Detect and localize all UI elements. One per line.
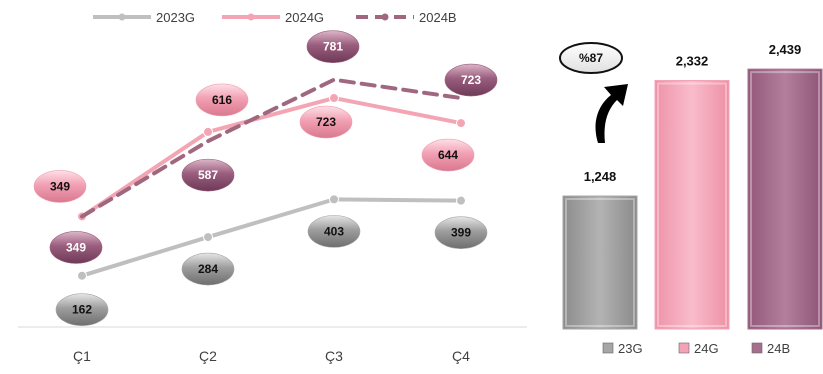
bar-legend-swatch-24G: [678, 342, 690, 354]
bar-value-24G: 2,332: [676, 54, 709, 69]
data-label-2024B-Ç3: 781: [323, 40, 343, 54]
legend-label-2024B: 2024B: [419, 10, 457, 25]
data-label-bubble: [307, 215, 361, 248]
curved-arrow-icon: [595, 84, 628, 143]
data-label-2024G-Ç2: 616: [212, 93, 232, 107]
data-label-bubble: [181, 158, 235, 192]
bar-legend-label-24G: 24G: [694, 341, 719, 356]
bar-bevel-24B: [750, 71, 820, 327]
bar-legend-label-24B: 24B: [767, 341, 790, 356]
data-label-2023G-Ç4: 399: [451, 226, 471, 240]
legend-marker-2024G: [247, 13, 255, 21]
legend-marker-2023G: [118, 13, 126, 21]
series-point-2023G-Ç1: [77, 270, 87, 281]
data-label-bubble: [434, 216, 488, 249]
data-label-2023G-Ç3: 403: [324, 224, 344, 238]
bar-24G: [654, 80, 730, 330]
bar-24B: [747, 68, 823, 330]
data-label-2024B-Ç1: 349: [66, 240, 86, 254]
x-tick-Ç2: Ç2: [199, 348, 217, 364]
data-label-bubble: [299, 105, 353, 139]
series-point-2024G-Ç4: [456, 118, 466, 129]
growth-annotation: %87: [559, 42, 628, 143]
data-label-2024G-Ç1: 349: [50, 179, 70, 193]
bar-value-24B: 2,439: [769, 42, 802, 57]
bar-group: [562, 68, 823, 330]
data-label-bubble: [195, 83, 249, 117]
data-label-2023G-Ç2: 284: [198, 262, 218, 276]
data-label-bubble: [444, 63, 498, 97]
data-label-2024B-Ç2: 587: [198, 168, 218, 182]
series-point-2023G-Ç3: [329, 194, 339, 205]
data-label-bubble: [181, 252, 235, 286]
data-label-bubble: [306, 30, 360, 63]
x-tick-Ç3: Ç3: [325, 348, 343, 364]
growth-badge-text: %87: [579, 51, 603, 65]
bar-23G: [562, 195, 638, 330]
growth-badge: [559, 42, 623, 74]
bar-value-23G: 1,248: [584, 169, 617, 184]
data-label-bubble: [55, 293, 109, 327]
data-label-2024G-Ç3: 723: [316, 115, 336, 129]
series-line-2023G: [80, 197, 463, 278]
data-label-2024G-Ç4: 644: [438, 148, 458, 162]
data-label-bubble: [421, 138, 475, 172]
bar-legend-swatch-23G: [602, 342, 614, 354]
legend-label-2024G: 2024G: [285, 10, 324, 25]
x-tick-Ç1: Ç1: [73, 348, 91, 364]
line-legend: 2023G 2024G 2024B: [93, 10, 457, 25]
bar-legend-label-23G: 23G: [618, 341, 643, 356]
bar-legend-swatch-24B: [751, 342, 763, 354]
bar-legend: 23G 24G 24B: [602, 341, 790, 356]
legend-marker-2024B: [381, 13, 389, 21]
bar-bevel-23G: [565, 198, 635, 328]
legend-label-2023G: 2023G: [156, 10, 195, 25]
series-line-2024B: [80, 77, 463, 219]
series-point-2023G-Ç4: [456, 195, 466, 206]
data-label-bubble: [33, 170, 87, 203]
line-data-labels: 162 284 403 399 349 616 723 644 349 587 781 723: [33, 30, 498, 327]
line-series-group: [77, 77, 466, 281]
line-x-axis: Ç1 Ç2 Ç3 Ç4: [73, 348, 470, 364]
data-label-2023G-Ç1: 162: [72, 303, 92, 317]
series-point-2024G-Ç3: [329, 93, 339, 104]
bar-value-labels: 1,248 2,332 2,439: [584, 42, 802, 184]
data-label-bubble: [49, 231, 103, 264]
x-tick-Ç4: Ç4: [452, 348, 470, 364]
series-line-2024G: [80, 95, 463, 219]
series-point-2023G-Ç2: [203, 232, 213, 243]
data-label-2024B-Ç4: 723: [461, 73, 481, 87]
series-point-2024G-Ç2: [203, 126, 213, 137]
bar-bevel-24G: [657, 82, 727, 327]
